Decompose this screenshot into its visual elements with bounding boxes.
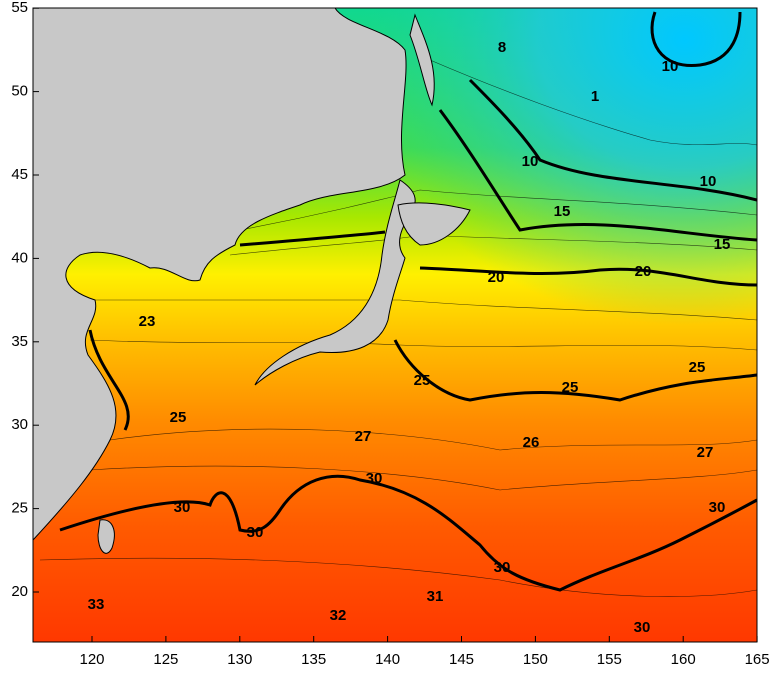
x-tick-label: 120 — [79, 651, 104, 668]
x-tick-label: 130 — [227, 651, 252, 668]
contour-label: 27 — [355, 428, 372, 445]
y-tick-label: 55 — [11, 0, 28, 16]
contour-label: 30 — [494, 559, 511, 576]
contour-label: 30 — [366, 470, 383, 487]
x-tick-label: 145 — [449, 651, 474, 668]
contour-label: 10 — [662, 58, 679, 75]
contour-label: 15 — [714, 236, 731, 253]
x-tick-label: 140 — [375, 651, 400, 668]
contour-label: 30 — [634, 619, 651, 636]
land — [33, 8, 471, 554]
contour-label: 33 — [88, 596, 105, 613]
x-tick-label: 135 — [301, 651, 326, 668]
contour-label: 10 — [522, 153, 539, 170]
contour-label: 30 — [709, 499, 726, 516]
y-tick-label: 40 — [11, 249, 28, 266]
contour-label: 26 — [523, 434, 540, 451]
contour-label: 25 — [562, 379, 579, 396]
x-tick-label: 160 — [671, 651, 696, 668]
bold-contours — [59, 11, 757, 592]
y-tick-label: 30 — [11, 416, 28, 433]
y-tick-label: 20 — [11, 583, 28, 600]
contour-label: 20 — [635, 263, 652, 280]
contour-label: 30 — [174, 499, 191, 516]
contour-label: 30 — [247, 524, 264, 541]
contour-label: 23 — [139, 313, 156, 330]
x-tick-label: 155 — [597, 651, 622, 668]
x-tick-label: 150 — [523, 651, 548, 668]
contour-label: 25 — [414, 372, 431, 389]
x-tick-label: 165 — [745, 651, 770, 668]
contour-label: 25 — [170, 409, 187, 426]
thin-contours — [39, 59, 757, 597]
y-tick-label: 35 — [11, 333, 28, 350]
y-tick-label: 25 — [11, 500, 28, 517]
contour-label: 32 — [330, 607, 347, 624]
contour-label: 27 — [697, 444, 714, 461]
x-tick-label: 125 — [153, 651, 178, 668]
contour-label: 8 — [498, 39, 506, 56]
contour-label: 1 — [591, 88, 599, 105]
y-tick-label: 45 — [11, 166, 28, 183]
contour-label: 25 — [689, 359, 706, 376]
y-tick-label: 50 — [11, 83, 28, 100]
contour-label: 31 — [427, 588, 444, 605]
frame — [32, 7, 758, 643]
contour-label: 20 — [488, 269, 505, 286]
plot-area — [33, 8, 757, 642]
contour-label: 10 — [700, 173, 717, 190]
contour-label: 15 — [554, 203, 571, 220]
